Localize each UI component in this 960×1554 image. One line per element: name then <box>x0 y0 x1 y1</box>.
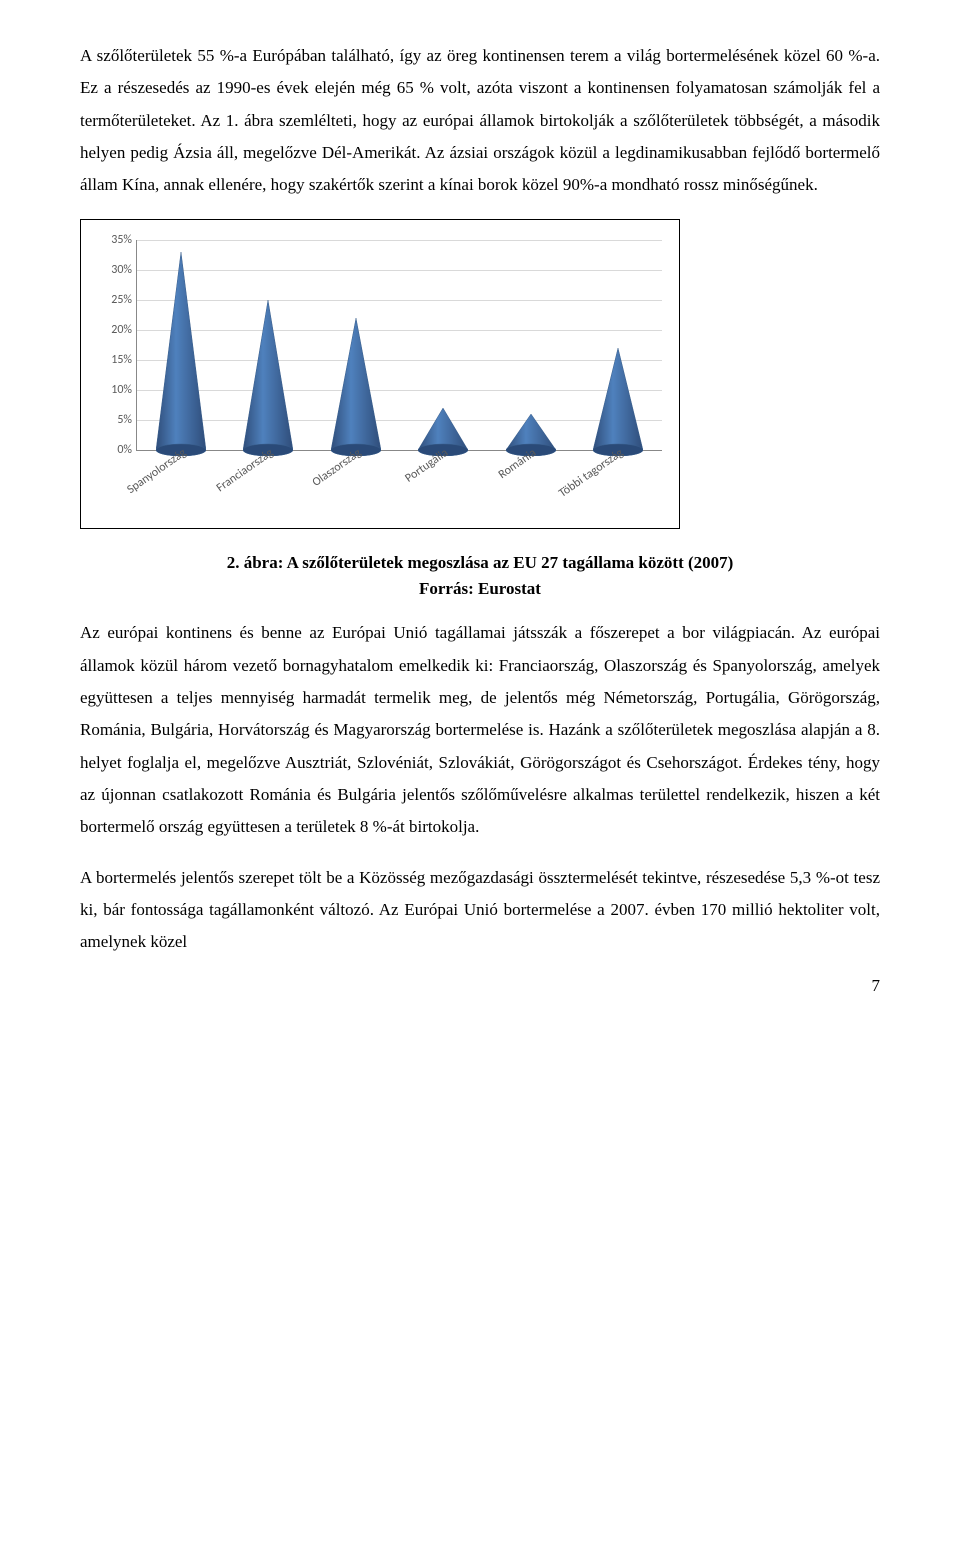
chart-caption: 2. ábra: A szőlőterületek megoszlása az … <box>80 553 880 573</box>
document-page: A szőlőterületek 55 %-a Európában találh… <box>0 0 960 1026</box>
chart-ytick-label: 20% <box>92 323 132 337</box>
chart-gridline <box>137 300 662 301</box>
paragraph-2: Az európai kontinens és benne az Európai… <box>80 617 880 843</box>
chart-gridline <box>137 420 662 421</box>
page-number: 7 <box>80 976 880 996</box>
chart-ytick-label: 0% <box>92 443 132 457</box>
chart-source: Forrás: Eurostat <box>80 579 880 599</box>
chart-cone <box>593 348 643 456</box>
paragraph-3: A bortermelés jelentős szerepet tölt be … <box>80 862 880 959</box>
chart-ytick-label: 35% <box>92 233 132 247</box>
chart-plot-area: 0%5%10%15%20%25%30%35%SpanyolországFranc… <box>136 240 662 451</box>
chart-cone <box>243 300 293 456</box>
chart-gridline <box>137 390 662 391</box>
chart-ytick-label: 10% <box>92 383 132 397</box>
chart-ytick-label: 25% <box>92 293 132 307</box>
chart-gridline <box>137 360 662 361</box>
chart-ytick-label: 15% <box>92 353 132 367</box>
chart-gridline <box>137 330 662 331</box>
chart-cone <box>331 318 381 456</box>
chart-xtick-label: Többi tagország <box>557 446 627 501</box>
chart-gridline <box>137 270 662 271</box>
paragraph-1: A szőlőterületek 55 %-a Európában találh… <box>80 40 880 201</box>
chart-cone <box>156 252 206 456</box>
chart-ytick-label: 5% <box>92 413 132 427</box>
chart-gridline <box>137 240 662 241</box>
chart-ytick-label: 30% <box>92 263 132 277</box>
chart-container: 0%5%10%15%20%25%30%35%SpanyolországFranc… <box>80 219 680 529</box>
